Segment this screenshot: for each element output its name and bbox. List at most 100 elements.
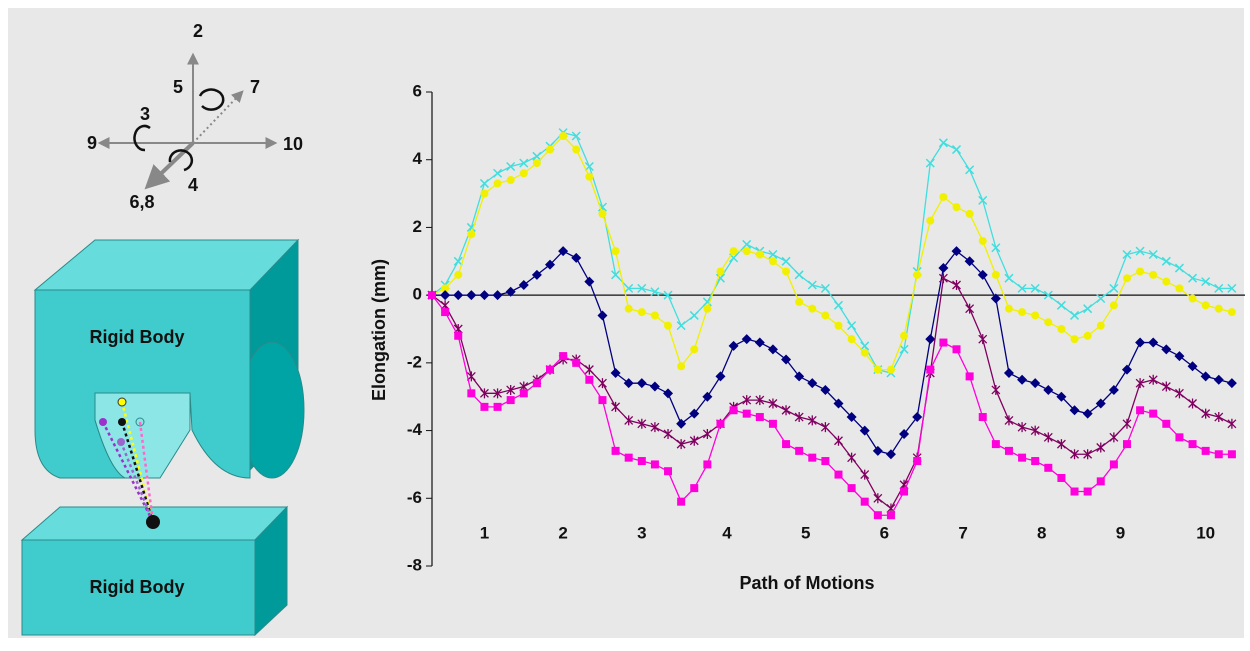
x-tick-label: 2 [558,523,567,542]
marker [769,257,777,265]
marker [808,454,816,462]
marker [638,457,646,465]
marker [1044,318,1052,326]
marker [454,271,462,279]
marker [598,396,606,404]
marker [546,366,554,374]
marker [480,403,488,411]
upper-body [35,240,304,478]
axis-label: 3 [140,104,150,124]
marker [559,132,567,140]
marker [1005,305,1013,313]
marker [494,179,502,187]
marker [1097,477,1105,485]
marker [1215,305,1223,313]
marker [1097,322,1105,330]
marker [1018,454,1026,462]
x-tick-label: 3 [637,523,646,542]
screen: 2 5 7 3 9 10 4 6,8 Rigid Body Rigid Body… [0,0,1250,646]
y-tick-label: 4 [413,149,423,168]
marker [533,159,541,167]
marker [795,447,803,455]
marker [808,305,816,313]
marker [953,345,961,353]
marker [703,305,711,313]
marker [900,488,908,496]
marker [1202,301,1210,309]
marker [743,410,751,418]
marker [1175,284,1183,292]
marker [677,498,685,506]
body-label: Rigid Body [90,577,185,597]
axis-label: 9 [87,133,97,153]
marker [966,372,974,380]
marker [1071,488,1079,496]
marker [625,305,633,313]
marker [939,339,947,347]
marker [507,396,515,404]
marker [953,203,961,211]
marker [507,176,515,184]
marker [861,498,869,506]
marker [677,362,685,370]
marker [1123,274,1131,282]
marker [1044,464,1052,472]
marker [756,413,764,421]
marker [782,267,790,275]
marker [848,335,856,343]
x-tick-label: 4 [722,523,732,542]
marker [716,420,724,428]
marker [1136,406,1144,414]
marker [1084,332,1092,340]
marker [835,471,843,479]
marker [1110,301,1118,309]
axis-label: 2 [193,21,203,41]
x-tick-label: 10 [1196,523,1215,542]
marker [612,447,620,455]
x-tick-label: 9 [1116,523,1125,542]
marker [913,271,921,279]
axis-label: 7 [250,77,260,97]
marker [690,484,698,492]
marker [1189,295,1197,303]
marker [703,460,711,468]
marker [454,332,462,340]
axis-label: 4 [188,175,198,195]
marker [848,484,856,492]
marker [546,146,554,154]
marker [1057,325,1065,333]
x-tick-label: 6 [880,523,889,542]
y-tick-label: 6 [413,81,422,100]
marker [782,440,790,448]
marker [467,389,475,397]
marker [730,247,738,255]
marker [664,322,672,330]
marker [913,457,921,465]
marker [441,308,449,316]
marker [572,359,580,367]
marker [887,366,895,374]
marker [861,349,869,357]
marker [743,247,751,255]
marker [1057,474,1065,482]
marker [480,190,488,198]
marker [1215,450,1223,458]
marker [1084,488,1092,496]
marker [428,291,436,299]
y-tick-label: 2 [413,217,422,236]
marker [1005,447,1013,455]
marker [992,440,1000,448]
marker [979,413,987,421]
marker [900,332,908,340]
marker [520,389,528,397]
page: {"diagram": {"axes": ["2", "5", "7", "3"… [0,0,1250,646]
marker [559,352,567,360]
marker [730,406,738,414]
marker [926,217,934,225]
marker [769,420,777,428]
y-tick-label: -2 [407,352,422,371]
marker [1110,460,1118,468]
marker [651,311,659,319]
x-tick-label: 7 [958,523,967,542]
marker [939,193,947,201]
